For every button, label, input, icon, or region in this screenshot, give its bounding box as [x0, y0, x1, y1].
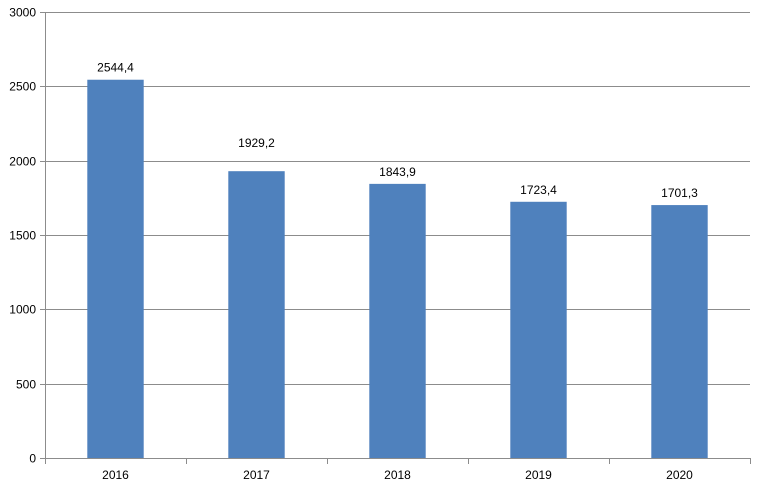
bar-2019 [510, 201, 567, 458]
y-tick-label: 0 [29, 452, 36, 466]
data-label: 1929,2 [238, 136, 275, 150]
labels: 0 500 1000 1500 2000 2500 3000 2016 2544,4 2017 19… [9, 6, 698, 483]
x-tick-label: 2019 [525, 468, 552, 482]
x-tick-label: 2017 [243, 468, 270, 482]
bar-2017 [228, 171, 285, 458]
data-label: 1701,3 [661, 186, 698, 200]
bar-2018 [369, 183, 426, 458]
x-tick-label: 2020 [666, 468, 693, 482]
bars [87, 79, 708, 458]
y-tick-label: 500 [16, 378, 36, 392]
y-tick-label: 1500 [9, 229, 36, 243]
data-label: 2544,4 [97, 61, 134, 75]
bar-2016 [87, 79, 144, 458]
data-label: 1843,9 [379, 165, 416, 179]
bar-2020 [651, 205, 708, 458]
y-tick-label: 2500 [9, 80, 36, 94]
y-tick-label: 2000 [9, 155, 36, 169]
data-label: 1723,4 [520, 183, 557, 197]
x-tick-label: 2016 [102, 468, 129, 482]
axes [40, 12, 751, 464]
y-tick-label: 3000 [9, 6, 36, 20]
x-tick-label: 2018 [384, 468, 411, 482]
y-tick-label: 1000 [9, 303, 36, 317]
